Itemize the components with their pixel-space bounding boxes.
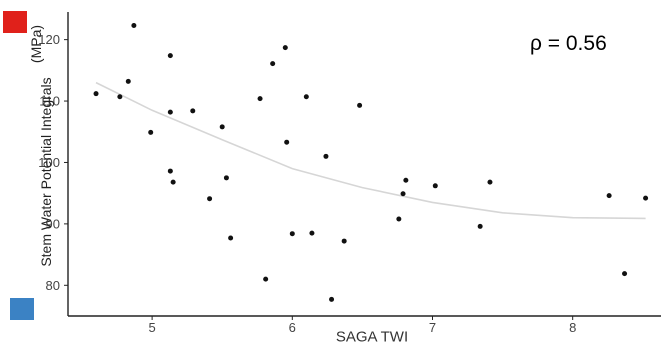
data-point [148,129,154,135]
data-point [167,53,173,59]
data-point [357,102,363,108]
x-tick-label: 5 [148,320,155,335]
data-point [190,108,196,114]
y-axis-label: Stem Water Potential Integrals [38,77,54,267]
data-point [396,216,402,222]
red-color-marker [3,11,27,33]
blue-color-marker [10,298,34,320]
data-point [117,94,123,100]
y-tick-label: 80 [46,278,60,293]
data-point [257,96,263,102]
data-point [329,296,335,302]
data-point [303,94,309,100]
data-point [125,78,131,84]
x-tick-label: 7 [429,320,436,335]
data-point [207,196,213,202]
data-point [167,109,173,115]
data-point [289,231,295,237]
data-point [170,179,176,185]
correlation-annotation: ρ = 0.56 [530,32,607,55]
data-point [400,191,406,197]
trend-line [95,81,646,220]
data-point [643,195,649,201]
y-tick-label: 120 [38,32,60,47]
data-point [622,271,628,277]
x-axis-label: SAGA TWI [335,328,409,346]
data-point [282,45,288,51]
y-tick-label: 110 [39,94,60,109]
data-point [270,61,276,67]
data-point [309,230,315,236]
data-point [167,168,173,174]
y-tick-label: 100 [38,155,60,170]
data-point [131,23,137,29]
data-point [432,183,438,189]
x-tick-label: 8 [569,320,576,335]
data-point [341,238,347,244]
y-axis-unit-label: (MPa) [28,24,44,64]
data-point [403,177,409,183]
data-point [487,179,493,185]
data-point [263,276,269,282]
data-point [606,193,612,199]
data-point [323,153,329,159]
y-tick-label: 90 [46,216,60,231]
data-point [477,223,483,229]
data-point [219,124,225,130]
data-point [228,235,234,241]
data-point [284,139,290,145]
data-point [93,91,99,97]
data-point [223,175,229,181]
x-tick-label: 6 [289,320,296,335]
